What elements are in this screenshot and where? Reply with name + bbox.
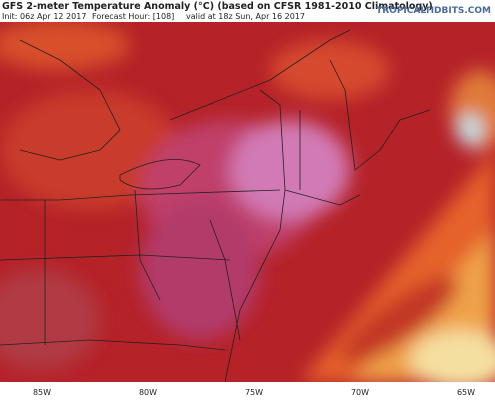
- init-time: Init: 06z Apr 12 2017: [2, 12, 87, 21]
- map-title: GFS 2-meter Temperature Anomaly (°C) (ba…: [2, 1, 433, 12]
- longitude-label: 75W: [245, 388, 263, 397]
- longitude-label: 80W: [139, 388, 157, 397]
- longitude-label: 85W: [33, 388, 51, 397]
- anomaly-field: [0, 22, 495, 382]
- forecast-hour: Forecast Hour: [108]: [92, 12, 175, 21]
- longitude-label: 65W: [457, 388, 475, 397]
- valid-time: valid at 18z Sun, Apr 16 2017: [186, 12, 305, 21]
- credit: TROPICALTIDBITS.COM: [376, 6, 491, 16]
- boundaries: [0, 29, 431, 382]
- longitude-label: 70W: [351, 388, 369, 397]
